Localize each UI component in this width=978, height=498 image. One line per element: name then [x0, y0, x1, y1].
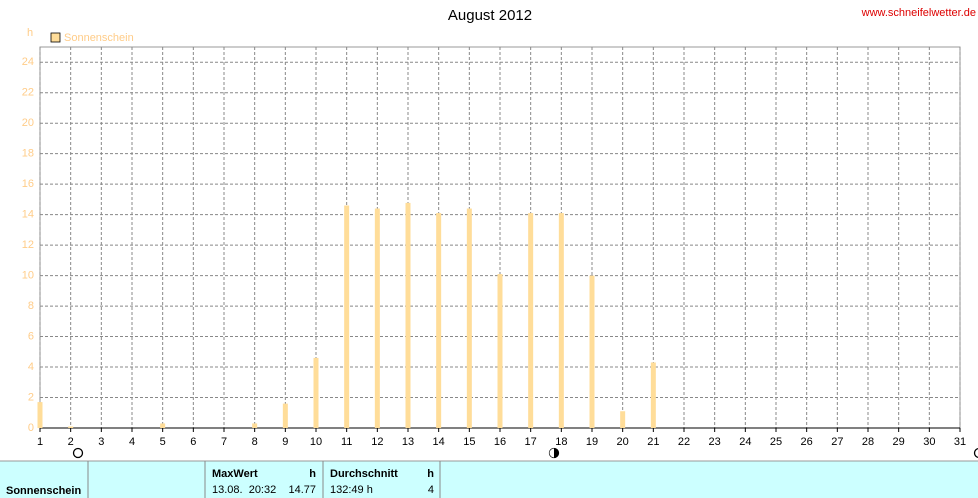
x-tick-label: 3	[98, 436, 104, 448]
bar	[313, 357, 319, 428]
y-tick-label: 10	[22, 270, 34, 282]
y-tick-label: 6	[28, 330, 34, 342]
x-tick-label: 12	[371, 436, 383, 448]
bar	[282, 403, 288, 428]
x-tick-label: 15	[463, 436, 475, 448]
bar	[68, 426, 74, 428]
source-link: www.schneifelwetter.de	[861, 7, 976, 19]
x-tick-label: 9	[282, 436, 288, 448]
bar	[374, 208, 380, 428]
y-axis-label: h	[27, 27, 33, 39]
y-tick-label: 8	[28, 300, 34, 312]
cell: 14.77	[288, 484, 316, 496]
x-tick-label: 8	[252, 436, 258, 448]
x-tick-label: 7	[221, 436, 227, 448]
chart-title: August 2012	[448, 7, 532, 24]
cell: 4	[428, 484, 434, 496]
y-tick-label: 18	[22, 148, 34, 160]
legend-label: Sonnenschein	[64, 32, 134, 44]
x-tick-label: 11	[341, 436, 352, 448]
x-tick-label: 20	[617, 436, 629, 448]
y-tick-label: 24	[22, 56, 34, 68]
x-tick-label: 6	[190, 436, 196, 448]
x-tick-label: 24	[739, 436, 751, 448]
x-tick-label: 2	[68, 436, 74, 448]
x-tick-label: 10	[310, 436, 322, 448]
y-tick-label: 16	[22, 178, 34, 190]
legend-swatch	[50, 32, 61, 43]
row-label: Sonnenschein	[6, 485, 81, 497]
x-tick-label: 25	[770, 436, 782, 448]
bar	[252, 423, 258, 428]
bar	[497, 274, 503, 428]
bar	[528, 213, 534, 428]
x-tick-label: 4	[129, 436, 135, 448]
bar	[344, 205, 350, 428]
x-tick-label: 22	[678, 436, 690, 448]
x-tick-label: 28	[862, 436, 874, 448]
y-tick-label: 4	[28, 361, 34, 373]
x-tick-label: 31	[954, 436, 966, 448]
x-tick-label: 26	[801, 436, 813, 448]
table-bg	[0, 461, 978, 498]
bar	[589, 275, 595, 428]
bar	[650, 362, 656, 428]
x-tick-label: 21	[647, 436, 659, 448]
bar	[620, 411, 626, 428]
bar	[405, 202, 411, 428]
x-tick-label: 23	[709, 436, 721, 448]
y-tick-label: 22	[22, 87, 34, 99]
y-tick-label: 20	[22, 117, 34, 129]
y-tick-label: 0	[28, 422, 34, 434]
x-tick-label: 18	[555, 436, 567, 448]
moon-icons	[72, 447, 978, 459]
bar	[37, 402, 43, 428]
x-tick-label: 13	[402, 436, 414, 448]
x-tick-label: 14	[433, 436, 445, 448]
header: h	[427, 468, 434, 480]
bar	[466, 208, 472, 428]
header: MaxWert	[212, 468, 258, 480]
y-tick-label: 12	[22, 239, 34, 251]
cell: 132:49 h	[330, 484, 373, 496]
bar	[436, 213, 442, 428]
bar	[160, 423, 166, 428]
x-tick-label: 30	[923, 436, 935, 448]
y-tick-label: 2	[28, 391, 34, 403]
cell: 13.08. 20:32	[212, 484, 276, 496]
header: Durchschnitt	[330, 468, 398, 480]
header: h	[309, 468, 316, 480]
y-tick-label: 14	[22, 209, 34, 221]
x-tick-label: 29	[893, 436, 905, 448]
moon-phase-light	[549, 448, 554, 458]
x-tick-label: 27	[831, 436, 843, 448]
x-tick-label: 5	[160, 436, 166, 448]
full-moon	[72, 447, 84, 459]
bar	[558, 213, 564, 428]
x-tick-label: 19	[586, 436, 598, 448]
x-tick-label: 17	[525, 436, 537, 448]
summary-table: Sonnenschein MaxWert h Durchschnitt h 13…	[0, 460, 978, 498]
x-tick-label: 1	[37, 436, 43, 448]
x-tick-label: 16	[494, 436, 506, 448]
moon-phase-edge	[973, 447, 978, 459]
